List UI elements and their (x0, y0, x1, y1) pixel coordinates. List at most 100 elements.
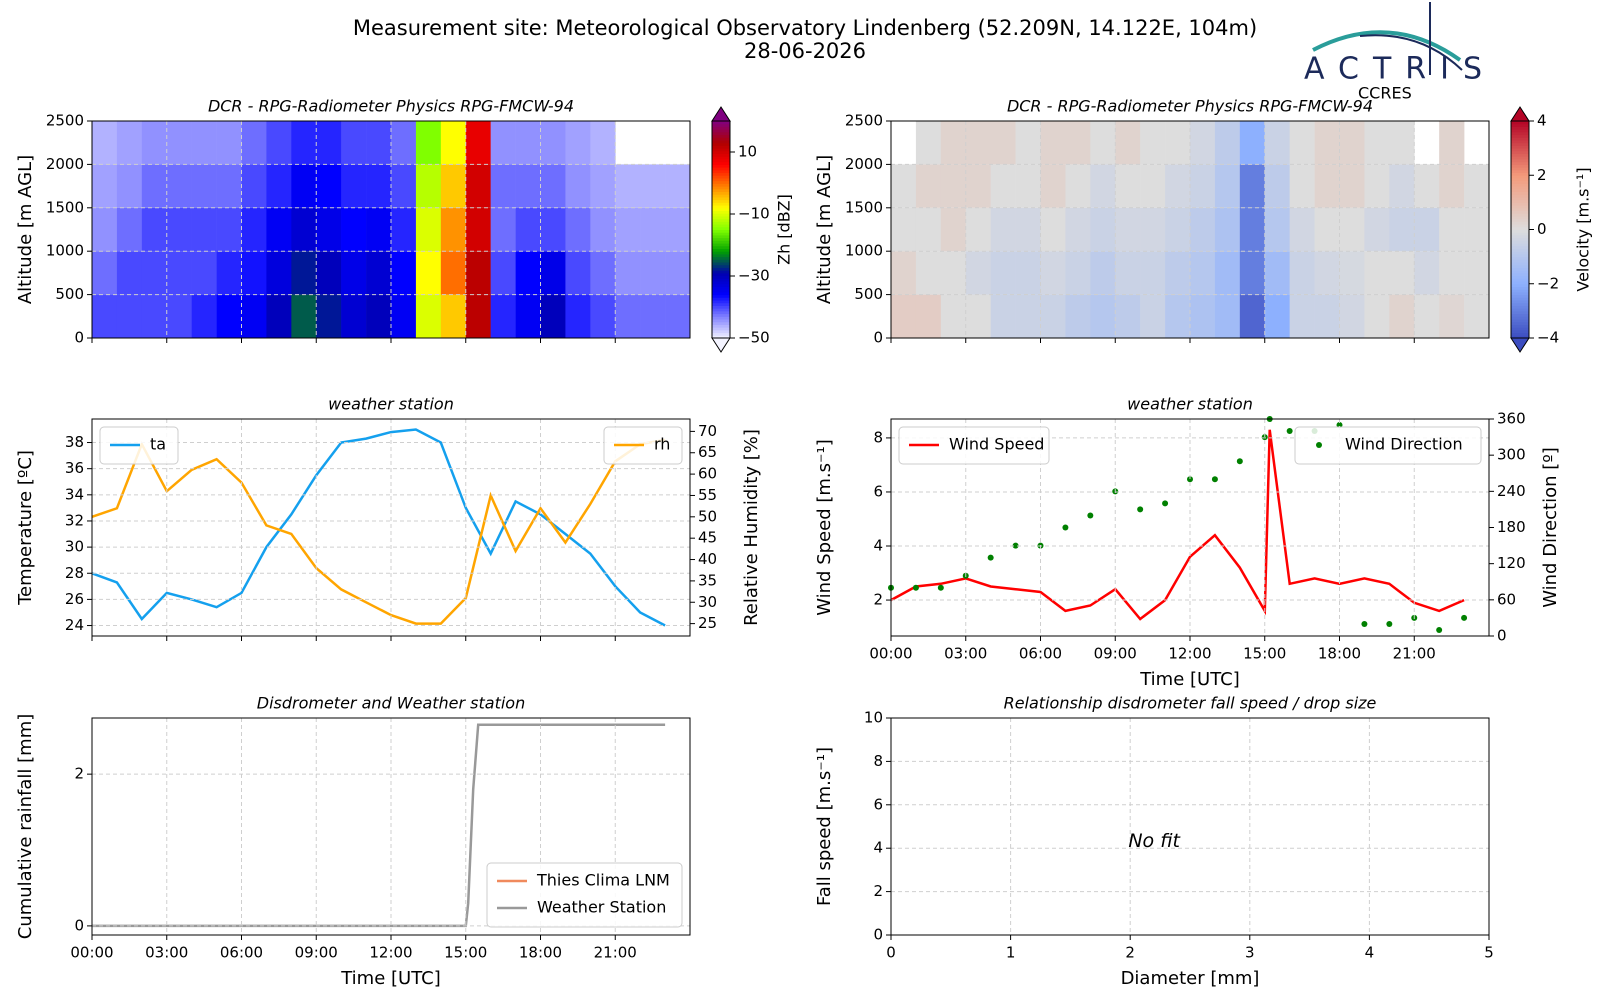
y-axis-label: Cumulative rainfall [mm] (15, 714, 36, 940)
colorbar-tick-label: −50 (738, 329, 770, 347)
heatmap-cell (415, 164, 442, 208)
heatmap-cell (391, 121, 417, 165)
heatmap-cell (241, 294, 267, 338)
colorbar-step (712, 224, 730, 228)
heatmap-cell (1239, 207, 1266, 252)
heatmap-cell (116, 251, 143, 295)
colorbar-step (712, 270, 730, 274)
heatmap-cell (1314, 164, 1340, 208)
x-tick-label: 06:00 (1019, 645, 1062, 663)
heatmap-cell (515, 294, 541, 338)
colorbar-step (712, 153, 730, 157)
heatmap-cell (1339, 294, 1365, 338)
y-axis-label: Wind Speed [m.s⁻¹] (814, 439, 835, 616)
heatmap-cell (1115, 251, 1141, 295)
heatmap-cell (615, 294, 641, 338)
colorbar-step (712, 213, 730, 217)
y2-tick-label: 50 (698, 507, 717, 525)
heatmap-cell (1389, 121, 1415, 165)
colorbar-tick-label: 0 (1537, 220, 1547, 238)
colorbar-step (712, 289, 730, 293)
y2-tick-label: 120 (1497, 554, 1526, 572)
heatmap-cell (1389, 164, 1415, 208)
colorbar-extend (711, 337, 731, 353)
logo: ACTRIS CCRES (1304, 2, 1482, 103)
colorbar-step (712, 215, 730, 220)
colorbar-step (712, 305, 730, 309)
heatmap-cell (1090, 251, 1116, 295)
y2-tick-label: 60 (698, 465, 717, 483)
heatmap-cell (590, 251, 616, 295)
heatmap-cell (316, 294, 342, 338)
colorbar-step (1511, 224, 1529, 228)
colorbar-step (1511, 191, 1529, 195)
heatmap-cell (1115, 164, 1141, 208)
wind-direction-point (1361, 620, 1368, 627)
heatmap-cell (415, 294, 442, 338)
colorbar-step (1511, 183, 1529, 187)
colorbar-step (1511, 297, 1529, 301)
colorbar-tick-label: 2 (1537, 166, 1547, 184)
heatmap-cell (940, 294, 967, 338)
heatmap-cell (1165, 207, 1191, 252)
heatmap-cell (92, 251, 118, 295)
colorbar-step (712, 194, 730, 198)
heatmap-cell (1389, 251, 1415, 295)
heatmap-cell (640, 207, 666, 252)
heatmap-cell (891, 251, 917, 295)
wind-direction-point (1012, 542, 1019, 549)
colorbar-step (1511, 302, 1529, 306)
y-tick-label: 4 (873, 537, 883, 555)
colorbar-step (1511, 313, 1529, 317)
colorbar-step (1511, 229, 1529, 233)
heatmap-cell (640, 164, 666, 208)
heatmap-cell (590, 164, 616, 208)
colorbar-step (1511, 275, 1529, 279)
colorbar-step (1511, 186, 1529, 190)
heatmap-cell (415, 251, 442, 295)
colorbar-step (712, 191, 730, 195)
colorbar-step (712, 286, 730, 290)
x-tick-label: 15:00 (444, 944, 487, 962)
heatmap-cell (990, 207, 1016, 252)
colorbar-step (712, 205, 730, 209)
heatmap-cell (1289, 294, 1315, 338)
wind-direction-point (1187, 476, 1193, 483)
heatmap-cell (590, 121, 616, 165)
legend-label: Thies Clima LNM (536, 871, 670, 890)
heatmap-cell (141, 164, 168, 208)
heatmap-cell (1339, 251, 1365, 295)
colorbar-step (1511, 256, 1529, 260)
heatmap-cell (241, 121, 267, 165)
colorbar-step (1511, 177, 1529, 182)
heatmap-cell (565, 207, 591, 252)
y-axis-label: Altitude [m AGL] (814, 155, 835, 304)
heatmap-cell (1314, 294, 1340, 338)
colorbar-step (712, 145, 730, 149)
heatmap-cell (440, 121, 467, 165)
plot-area (888, 416, 1468, 633)
heatmap-cell (615, 207, 641, 252)
heatmap-cell (990, 251, 1016, 295)
panel-title: weather station (328, 395, 454, 414)
y2-axis-label: Wind Direction [º] (1540, 447, 1561, 608)
colorbar-step (712, 142, 730, 146)
heatmap-cell (990, 164, 1016, 208)
heatmap-cell (1065, 207, 1091, 252)
colorbar-step (712, 297, 730, 301)
panel: 24 26 28 30 32 34 36 38 25 30 35 40 45 50 55 60 65 70 ta rh… (15, 395, 762, 641)
colorbar-step (1511, 175, 1529, 179)
colorbar-step (712, 237, 730, 241)
heatmap-cell (191, 164, 217, 208)
colorbar-step (1511, 199, 1529, 203)
heatmap-cell (1090, 207, 1116, 252)
y-tick-label: 30 (65, 538, 84, 556)
heatmap-cell (116, 207, 143, 252)
colorbar-step (1511, 121, 1529, 125)
y-axis-label: Fall speed [m.s⁻¹] (814, 747, 835, 906)
y-axis-label: Temperature [ºC] (15, 450, 36, 606)
heatmap-cell (615, 251, 641, 295)
panel-title: weather station (1127, 395, 1253, 414)
wind-direction-point (1162, 500, 1169, 507)
y-tick-label: 6 (873, 795, 883, 813)
